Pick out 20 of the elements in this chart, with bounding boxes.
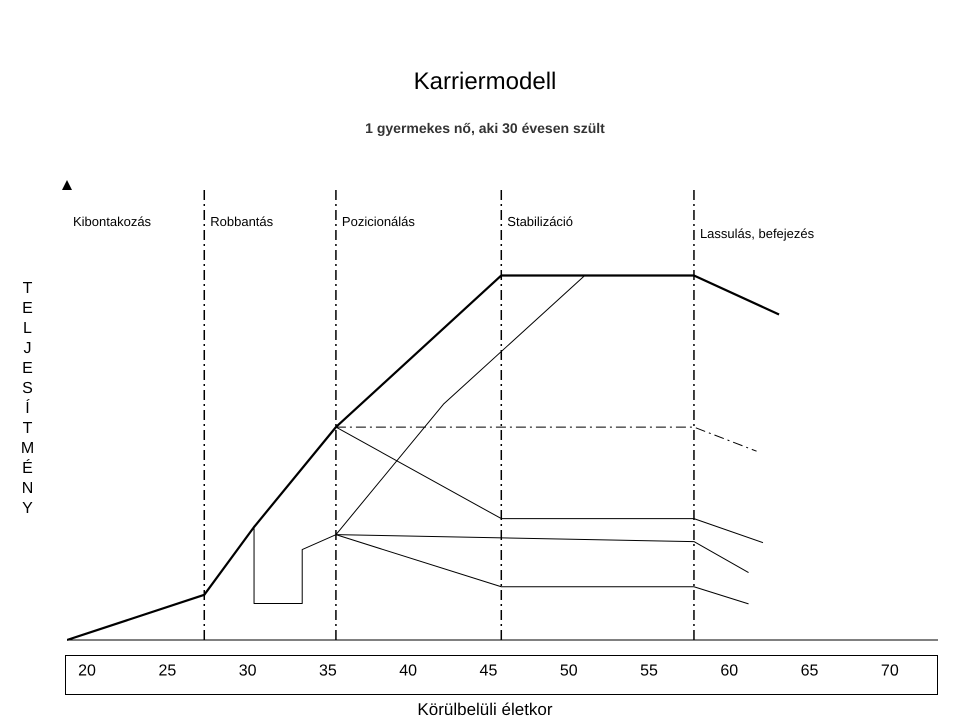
x-tick-label: 45 bbox=[480, 662, 498, 680]
x-tick-label: 40 bbox=[399, 662, 418, 680]
text: Lassulás, befejezés bbox=[700, 226, 814, 241]
y-axis-title: TELJESÍTMÉNY bbox=[18, 280, 36, 520]
x-tick-label: 55 bbox=[640, 662, 658, 680]
x-tick-label: 70 bbox=[880, 662, 899, 680]
text: Pozicionálás bbox=[342, 214, 415, 229]
x-axis-title: Körülbelüli életkor bbox=[416, 700, 554, 720]
x-tick-label: 25 bbox=[158, 662, 176, 680]
x-tick-label: 35 bbox=[319, 662, 337, 680]
text: Stabilizáció bbox=[507, 214, 574, 229]
chart-subtitle: 1 gyermekes nő, aki 30 évesen szült bbox=[364, 120, 606, 136]
x-tick-label: 65 bbox=[800, 662, 819, 680]
x-tick-label: 20 bbox=[78, 662, 96, 680]
x-tick-label: 50 bbox=[560, 662, 578, 680]
x-tick-label: 30 bbox=[238, 662, 257, 680]
x-tick-label: 60 bbox=[720, 662, 738, 680]
text: Robbantás bbox=[210, 214, 274, 229]
text: Kibontakozás bbox=[73, 214, 152, 229]
chart-title: Karriermodell bbox=[412, 68, 558, 96]
